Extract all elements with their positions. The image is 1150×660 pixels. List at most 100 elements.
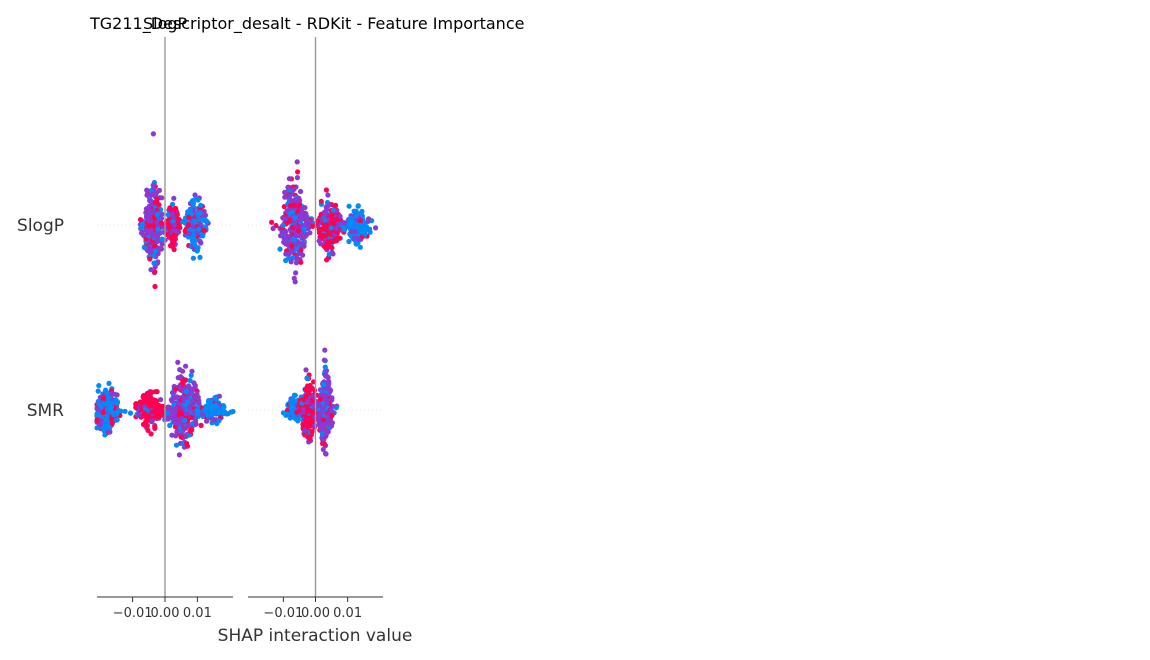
shap-point <box>359 227 366 233</box>
shap-point <box>148 396 155 402</box>
shap-point <box>169 432 175 438</box>
shap-point <box>151 243 158 249</box>
shap-point <box>182 417 188 423</box>
shap-point <box>209 412 215 418</box>
shap-point <box>294 159 300 165</box>
shap-point <box>140 221 146 228</box>
shap-point <box>152 283 158 290</box>
shap-point <box>163 415 169 421</box>
x-tick-label: 0.00 <box>151 606 180 621</box>
shap-point <box>199 411 205 417</box>
shap-point <box>195 410 201 417</box>
shap-point <box>219 409 225 415</box>
shap-point <box>178 374 184 380</box>
shap-point <box>169 234 175 241</box>
shap-point <box>356 223 363 229</box>
interaction-panels: −0.010.00 0.01 −0.010.00 0.01 <box>94 37 383 621</box>
panel-2: −0.010.00 0.01 <box>248 37 383 621</box>
shap-point <box>291 275 297 281</box>
shap-point <box>290 411 296 417</box>
shap-point <box>187 377 193 384</box>
shap-point <box>194 230 200 236</box>
shap-point <box>96 383 102 389</box>
shap-point <box>145 427 151 433</box>
shap-point <box>323 431 329 438</box>
shap-point <box>102 432 108 438</box>
shap-point <box>352 229 358 235</box>
shap-point <box>186 405 193 411</box>
shap-point <box>104 414 110 420</box>
shap-point <box>185 423 192 429</box>
shap-point <box>159 195 165 201</box>
shap-point <box>154 212 160 218</box>
shap-point <box>114 392 120 398</box>
shap-point <box>175 359 181 365</box>
shap-point <box>172 410 178 416</box>
shap-point <box>328 238 334 244</box>
shap-point <box>189 427 195 433</box>
shap-point <box>195 213 201 219</box>
shap-point <box>150 223 156 229</box>
shap-point <box>214 409 220 416</box>
shap-point <box>333 225 339 232</box>
shap-point <box>309 385 315 392</box>
shap-point <box>357 244 363 250</box>
shap-point <box>357 218 363 224</box>
panel-1: −0.010.00 0.01 <box>94 37 236 621</box>
shap-point <box>290 404 296 410</box>
shap-point <box>299 207 305 213</box>
shap-point <box>213 396 219 402</box>
feature-labels: SlogP SMR <box>17 216 64 421</box>
shap-point <box>301 226 307 232</box>
shap-point <box>94 418 100 424</box>
shap-point <box>183 411 189 417</box>
shap-point <box>172 405 179 411</box>
x-tick-label: 0.00 <box>301 606 330 621</box>
shap-point <box>320 417 326 423</box>
shap-point <box>295 228 301 234</box>
shap-point <box>147 249 153 255</box>
shap-point <box>286 251 292 257</box>
shap-point <box>305 415 311 421</box>
shap-point <box>183 388 189 395</box>
shap-point <box>180 381 186 387</box>
shap-point <box>159 211 165 217</box>
shap-point <box>300 406 306 412</box>
shap-point <box>198 202 204 208</box>
shap-point <box>322 347 328 353</box>
shap-point <box>333 405 339 411</box>
shap-point <box>346 203 352 209</box>
shap-point <box>204 418 210 424</box>
shap-point <box>322 451 329 457</box>
shap-point <box>282 229 288 235</box>
shap-point <box>294 245 300 251</box>
shap-point <box>203 409 209 415</box>
shap-point <box>294 241 300 247</box>
shap-point <box>284 240 290 246</box>
shap-point <box>214 404 220 410</box>
shap-point <box>186 230 192 236</box>
shap-point <box>160 403 166 409</box>
shap-point <box>191 218 198 224</box>
shap-point <box>309 398 316 404</box>
shap-point <box>323 222 330 228</box>
shap-point <box>152 191 158 197</box>
shap-point <box>133 401 139 407</box>
figure-title: TG211_Descriptor_desalt - RDKit - Featur… <box>89 14 524 34</box>
shap-point <box>196 226 202 232</box>
shap-point <box>321 441 327 447</box>
shap-point <box>191 380 197 386</box>
shap-point <box>337 213 343 219</box>
shap-point <box>358 211 364 217</box>
shap-point <box>224 411 230 417</box>
shap-point <box>298 188 304 195</box>
shap-point <box>294 175 300 181</box>
shap-point <box>100 409 106 416</box>
shap-point <box>189 238 195 244</box>
shap-point <box>151 253 157 259</box>
shap-point <box>142 410 148 416</box>
shap-point <box>289 243 295 249</box>
shap-point <box>146 223 152 229</box>
shap-point <box>189 368 195 374</box>
shap-point <box>216 418 222 424</box>
